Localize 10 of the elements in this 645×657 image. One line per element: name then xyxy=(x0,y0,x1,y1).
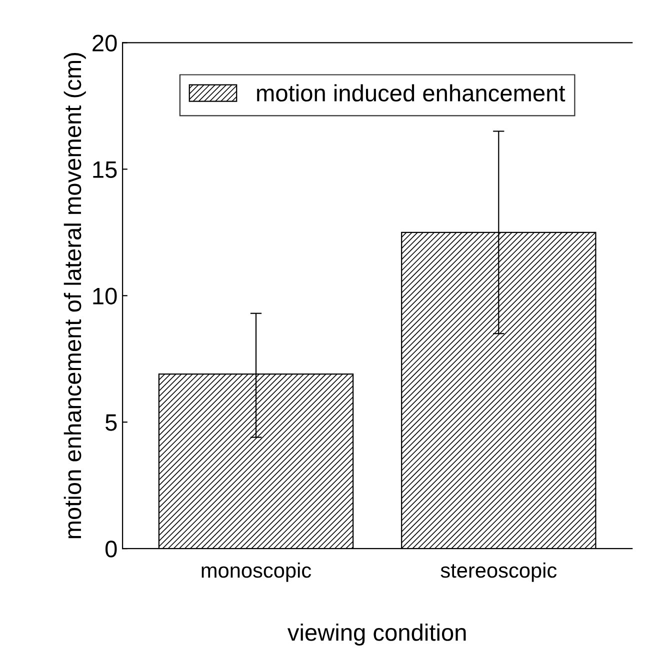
y-tick-label: 20 xyxy=(92,34,117,52)
y-tick-label: 0 xyxy=(105,540,117,558)
x-axis-title: viewing condition xyxy=(288,624,466,646)
y-tick-label: 5 xyxy=(106,414,117,431)
y-tick-label: 15 xyxy=(93,161,117,178)
legend-label: motion induced enhancement xyxy=(257,84,566,102)
y-axis-title: motion enhancement of lateral movement (cm) xyxy=(64,53,86,538)
y-tick-label: 10 xyxy=(93,288,117,304)
x-tick-label: monoscopic xyxy=(202,562,312,582)
x-tick-label: stereoscopic xyxy=(440,562,557,582)
